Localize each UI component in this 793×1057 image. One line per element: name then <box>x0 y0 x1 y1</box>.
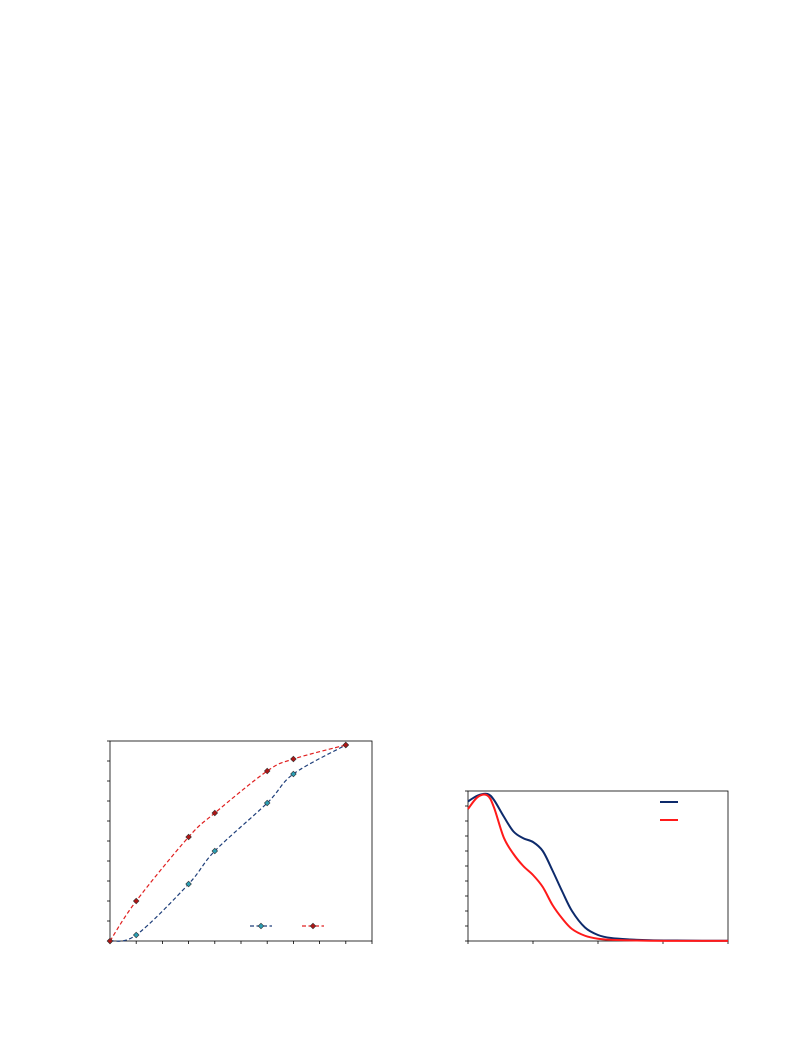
data-point <box>132 897 140 905</box>
legend-marker <box>257 922 265 930</box>
plot-frame <box>467 790 729 942</box>
data-point <box>263 767 271 775</box>
data-point <box>185 880 192 888</box>
data-point <box>290 770 297 778</box>
data-point <box>211 809 219 817</box>
density-line <box>467 792 729 942</box>
data-point <box>342 741 350 749</box>
data-point <box>185 833 192 841</box>
data-point <box>290 755 297 763</box>
data-point <box>106 937 114 945</box>
data-point <box>132 931 140 939</box>
legend-marker <box>309 922 317 930</box>
data-point <box>263 799 271 807</box>
density-line <box>467 793 729 942</box>
data-point <box>211 847 219 855</box>
